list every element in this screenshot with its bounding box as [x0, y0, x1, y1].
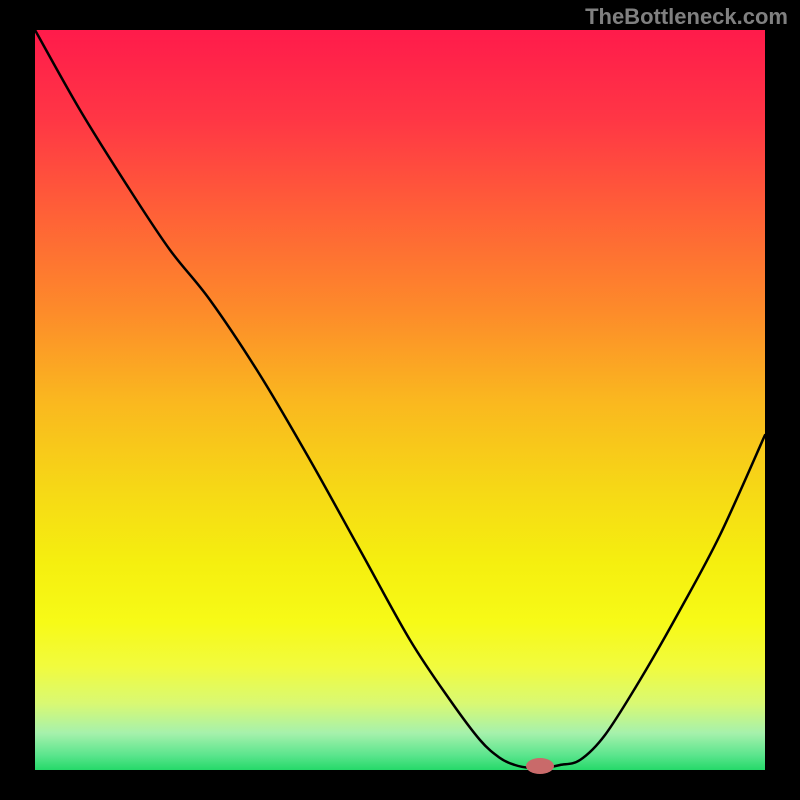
watermark-label: TheBottleneck.com — [585, 4, 788, 30]
bottleneck-chart — [0, 0, 800, 800]
gradient-background — [35, 30, 765, 770]
optimal-point-marker — [526, 758, 554, 774]
chart-container: TheBottleneck.com — [0, 0, 800, 800]
